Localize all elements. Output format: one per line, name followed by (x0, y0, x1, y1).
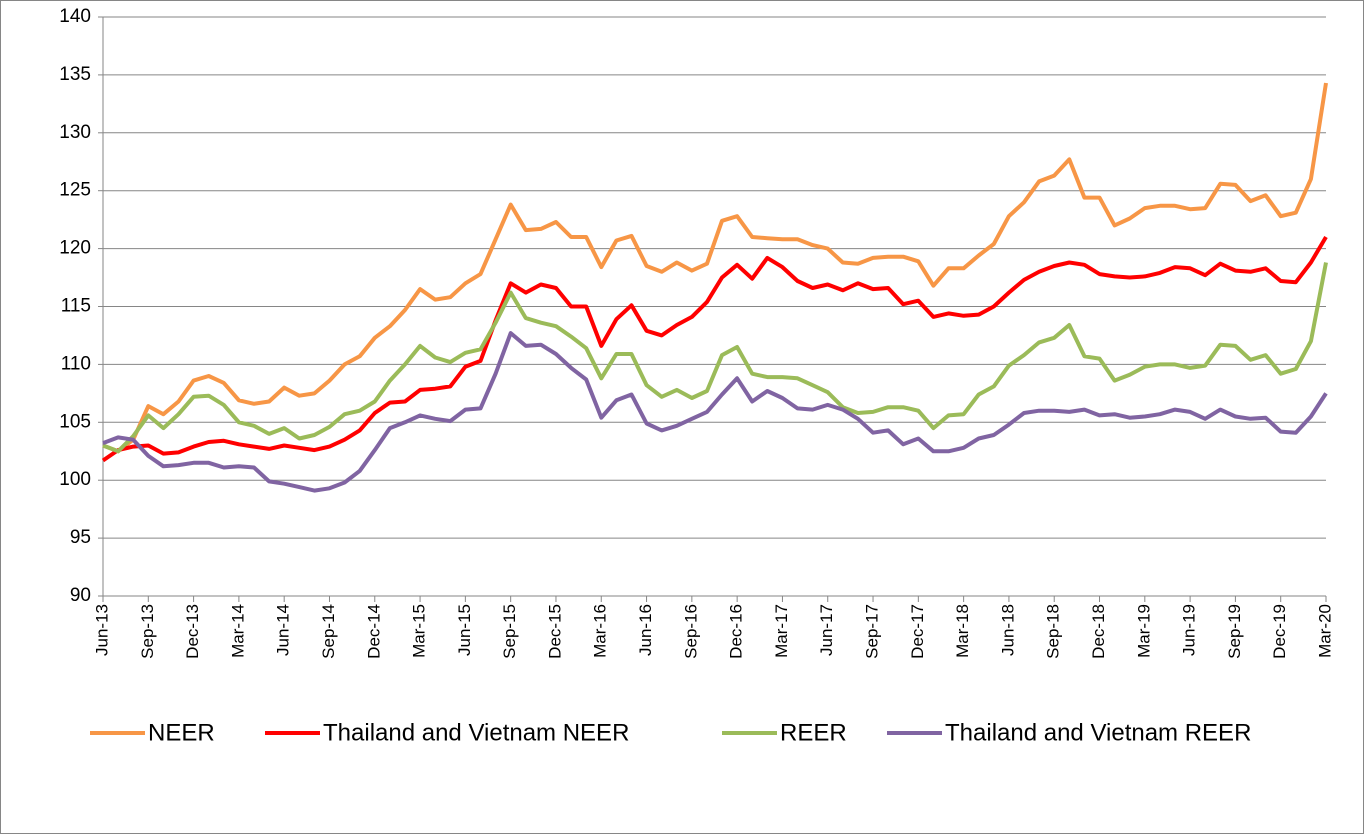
x-tick-label: Dec-19 (1270, 604, 1289, 659)
x-tick-label: Mar-16 (591, 604, 610, 658)
x-tick-label: Jun-18 (998, 604, 1017, 656)
legend-label: Thailand and Vietnam REER (945, 719, 1251, 746)
x-tick-label: Mar-17 (772, 604, 791, 658)
y-tick-label: 135 (59, 64, 91, 85)
y-tick-label: 95 (70, 527, 91, 548)
x-tick-label: Dec-15 (545, 604, 564, 659)
legend-label: Thailand and Vietnam NEER (323, 719, 629, 746)
x-tick-label: Mar-20 (1315, 604, 1334, 658)
x-tick-label: Jun-14 (274, 604, 293, 656)
y-tick-label: 110 (61, 353, 91, 374)
x-tick-label: Jun-15 (455, 604, 474, 656)
series-line (102, 331, 1328, 493)
x-tick-label: Sep-18 (1044, 604, 1063, 659)
x-tick-label: Mar-14 (228, 604, 247, 658)
x-tick-label: Dec-13 (183, 604, 202, 659)
series-line (102, 82, 1328, 454)
x-tick-label: Mar-19 (1134, 604, 1153, 658)
y-tick-label: 120 (59, 238, 91, 259)
x-tick-label: Dec-14 (364, 604, 383, 659)
y-tick-label: 115 (61, 296, 91, 317)
x-tick-label: Mar-18 (953, 604, 972, 658)
x-tick-label: Jun-19 (1180, 604, 1199, 656)
x-tick-label: Dec-18 (1089, 604, 1108, 659)
x-tick-label: Jun-16 (636, 604, 655, 656)
x-tick-label: Sep-15 (500, 604, 519, 659)
y-tick-label: 105 (59, 411, 91, 432)
x-tick-label: Jun-17 (817, 604, 836, 656)
legend-label: REER (780, 719, 847, 746)
x-tick-label: Sep-17 (863, 604, 882, 659)
y-tick-label: 140 (59, 6, 91, 27)
x-tick-label: Sep-13 (138, 604, 157, 659)
series-line (101, 235, 1328, 463)
y-tick-label: 125 (59, 180, 91, 201)
series-line (102, 262, 1328, 454)
x-tick-label: Sep-14 (319, 604, 338, 659)
y-tick-label: 100 (59, 469, 91, 490)
x-tick-label: Dec-16 (727, 604, 746, 659)
x-tick-label: Sep-16 (681, 604, 700, 659)
x-tick-label: Jun-13 (92, 604, 111, 656)
x-tick-label: Dec-17 (908, 604, 927, 659)
legend-label: NEER (148, 719, 215, 746)
x-tick-label: Mar-15 (410, 604, 429, 658)
x-tick-label: Sep-19 (1225, 604, 1244, 659)
y-tick-label: 130 (59, 122, 91, 143)
y-tick-label: 90 (70, 585, 91, 606)
